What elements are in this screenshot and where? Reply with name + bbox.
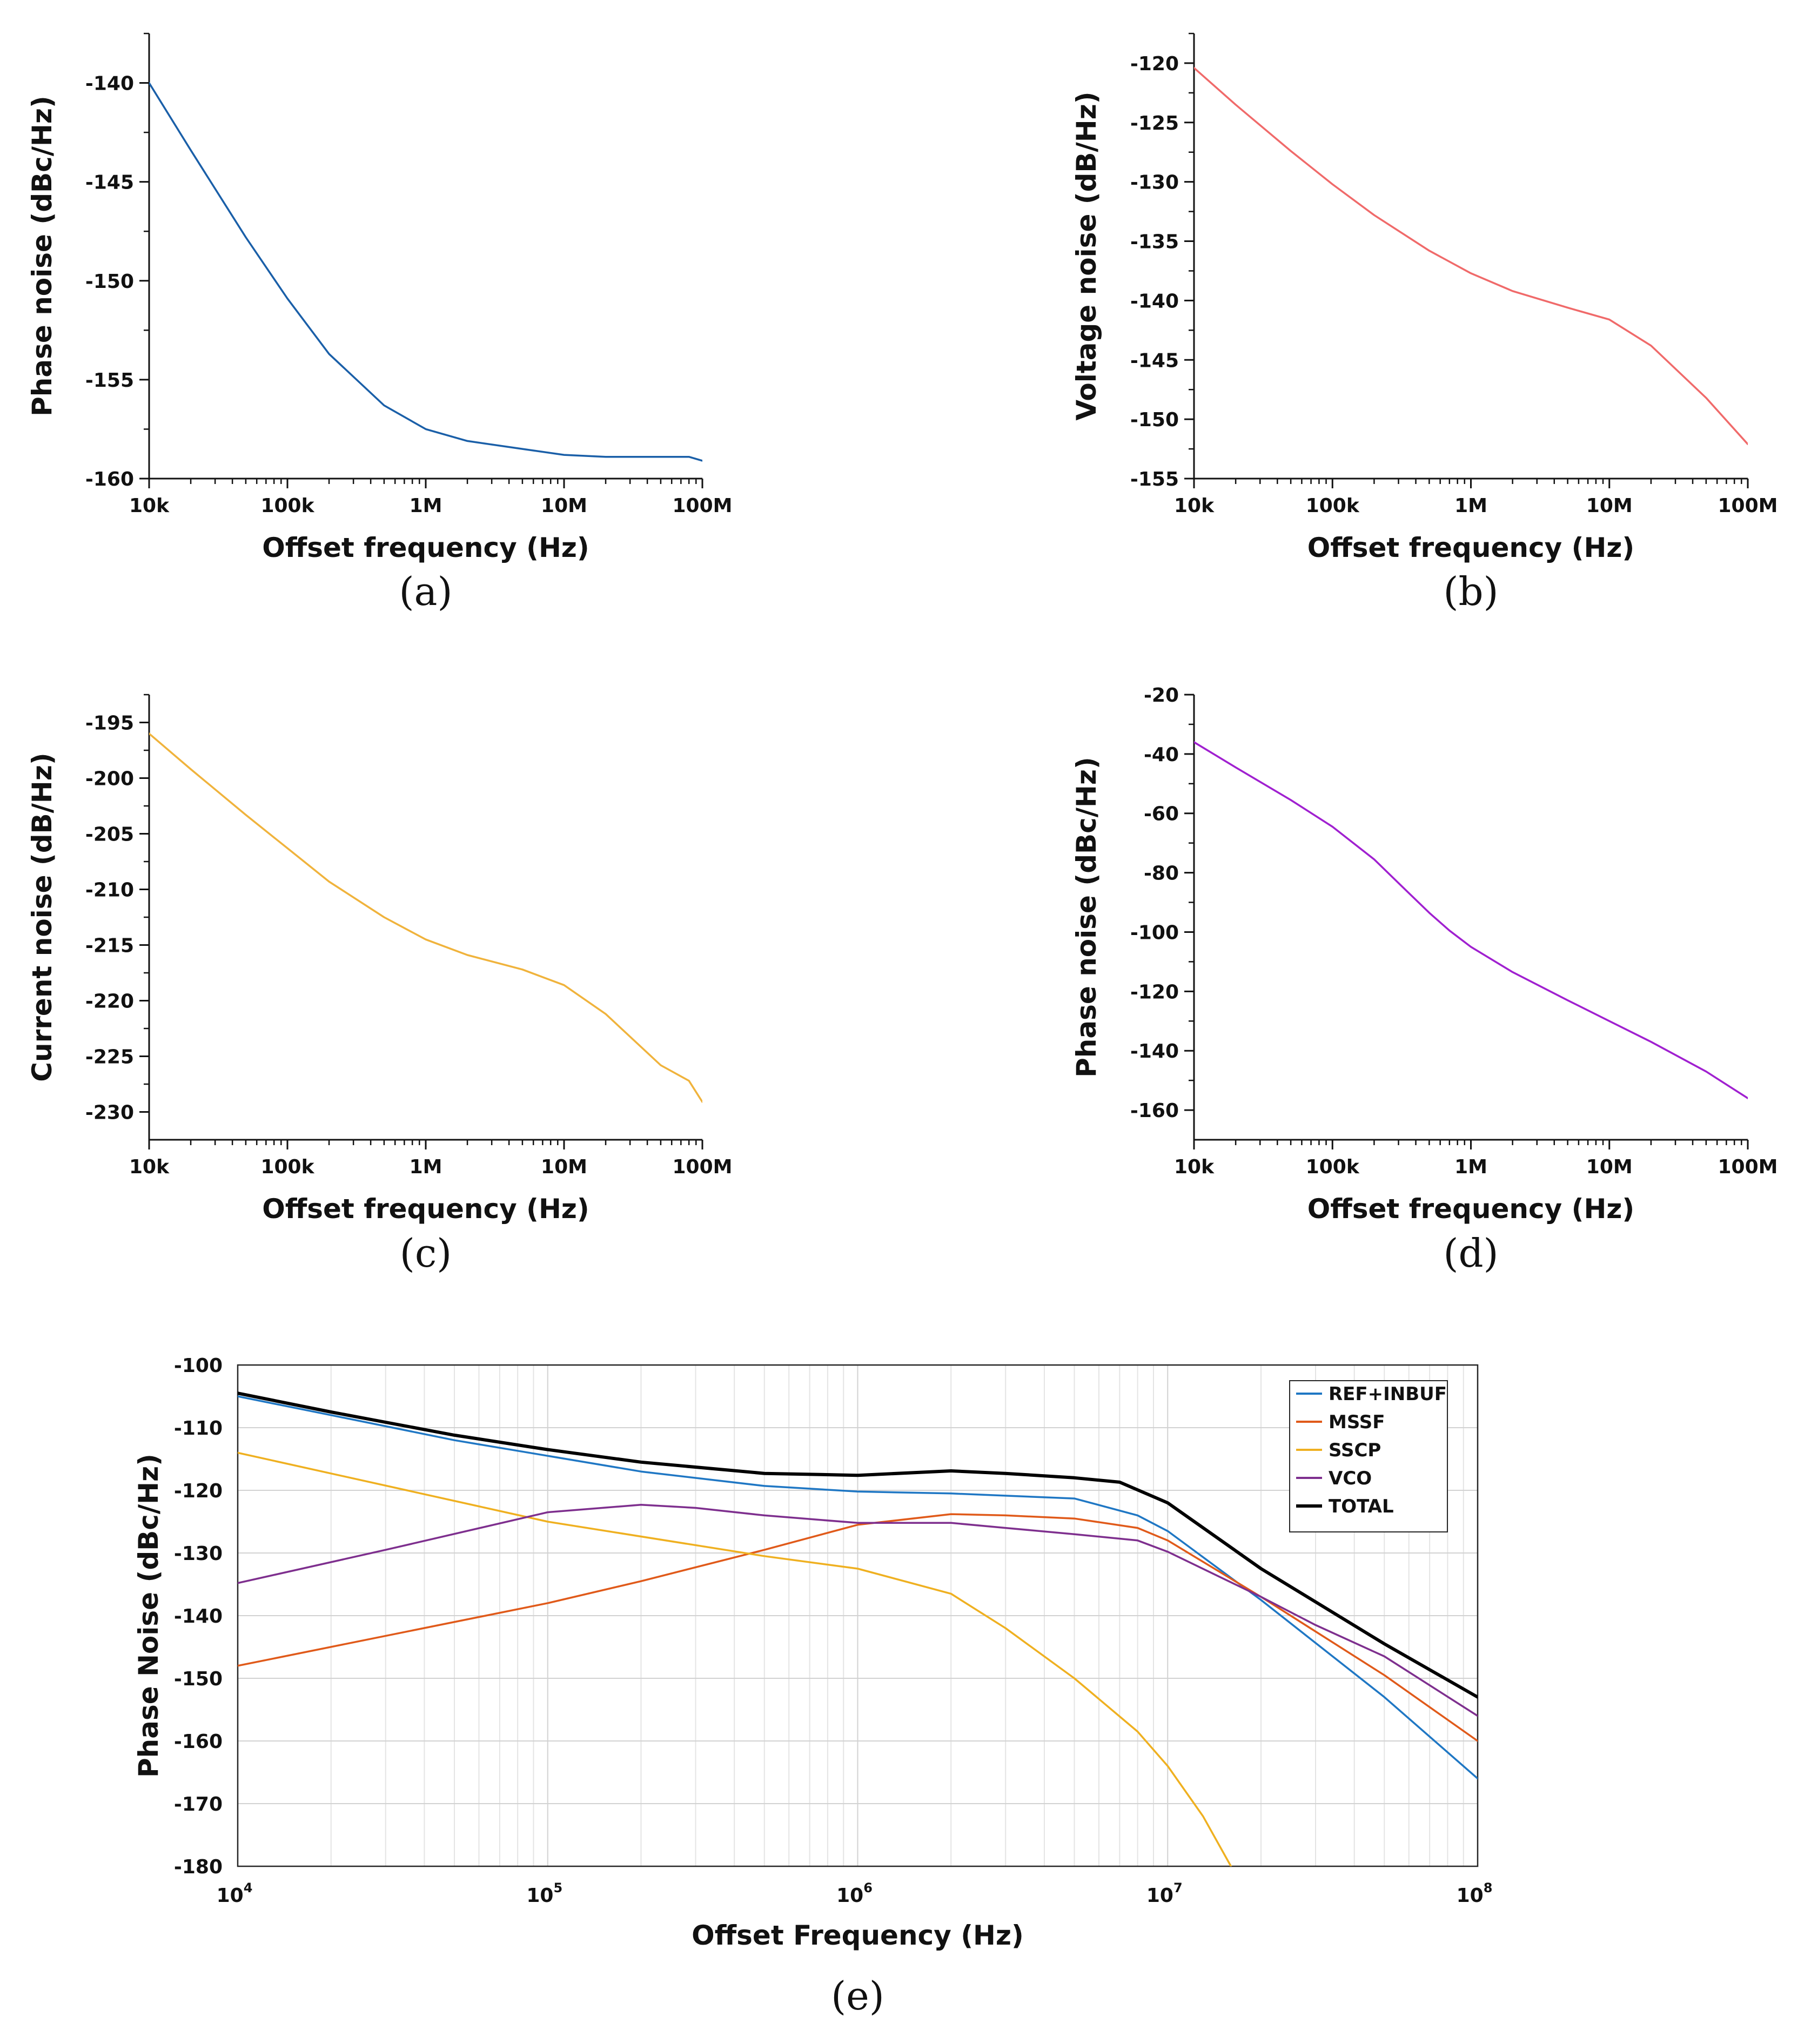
x-tick-label: 10k (129, 495, 170, 517)
y-tick-label: -230 (85, 1102, 134, 1124)
panel-caption: (e) (831, 1973, 884, 2019)
x-tick-label: 108 (1457, 1880, 1493, 1907)
y-tick-label: -195 (85, 712, 134, 735)
chart-b: 10k 100k 1M 10M 100M -155 -150 -145 -140 -135 -130… (1071, 32, 1778, 614)
x-tick-label: 1M (410, 495, 442, 517)
y-tick-label: -140 (174, 1605, 223, 1628)
series-line-vco (238, 1503, 1478, 1717)
y-tick-label: -170 (174, 1793, 223, 1816)
y-tick-label: -145 (1130, 349, 1179, 372)
x-axis-label: Offset Frequency (Hz) (692, 1920, 1024, 1951)
series-line-phase-noise (1194, 741, 1748, 1099)
y-tick-label: -155 (1130, 468, 1179, 490)
y-tick-label: -140 (85, 73, 134, 95)
y-tick-label: -140 (1130, 1040, 1179, 1063)
y-tick-label: -130 (1130, 172, 1179, 194)
y-tick-label: -160 (174, 1731, 223, 1753)
x-tick-label: 1M (1454, 1156, 1487, 1178)
y-axis-label: Phase noise (dBc/Hz) (1071, 757, 1102, 1078)
series-line-total (238, 1391, 1478, 1699)
y-axis-label: Phase Noise (dBc/Hz) (133, 1454, 164, 1778)
panel-caption: (c) (400, 1231, 452, 1276)
x-tick-label: 104 (217, 1880, 253, 1907)
y-tick-label: -210 (85, 879, 134, 902)
y-tick-label: -110 (174, 1417, 223, 1440)
x-tick-label: 100k (1306, 1156, 1360, 1178)
x-tick-label: 10M (541, 1156, 587, 1178)
y-tick-label: -60 (1144, 803, 1179, 825)
plot-frame (237, 1364, 1479, 1867)
x-tick-label: 100k (260, 495, 314, 517)
y-tick-label: -220 (85, 991, 134, 1013)
x-tick-label: 100k (260, 1156, 314, 1178)
legend-label: TOTAL (1329, 1496, 1394, 1517)
chart-d: 10k 100k 1M 10M 100M -160 -140 -120 -100 -80 -60 -4… (1071, 684, 1778, 1276)
y-tick-label: -145 (85, 172, 134, 194)
y-tick-label: -225 (85, 1046, 134, 1068)
y-tick-label: -40 (1144, 744, 1179, 766)
chart-c: 10k 100k 1M 10M 100M -230 -225 -220 -215 -210 -205… (26, 694, 733, 1276)
y-axis-label: Current noise (dB/Hz) (26, 752, 58, 1081)
legend-label: SSCP (1329, 1440, 1381, 1461)
x-tick-label: 106 (836, 1880, 873, 1907)
y-tick-label: -100 (174, 1355, 223, 1377)
y-tick-label: -160 (85, 468, 134, 490)
y-tick-label: -20 (1144, 684, 1179, 707)
series-line-sscp (238, 1451, 1232, 1866)
y-tick-label: -205 (85, 824, 134, 846)
x-tick-label: 100M (1718, 1156, 1778, 1178)
x-tick-label: 100M (673, 495, 733, 517)
y-axis-label: Phase noise (dBc/Hz) (26, 96, 58, 416)
x-tick-label: 100M (1718, 495, 1778, 517)
y-tick-label: -120 (174, 1480, 223, 1502)
y-tick-label: -200 (85, 768, 134, 790)
x-axis-label: Offset frequency (Hz) (262, 1193, 589, 1225)
panel-caption: (a) (399, 569, 452, 614)
y-tick-label: -160 (1130, 1100, 1179, 1122)
x-tick-label: 10M (1586, 1156, 1633, 1178)
x-tick-label: 10k (129, 1156, 170, 1178)
y-axis-label: Voltage noise (dB/Hz) (1071, 91, 1102, 420)
chart-e: 104 105 106 107 108 -180 -170 -160 -150 -140 -130 -… (133, 1355, 1492, 2019)
x-tick-label: 100M (673, 1156, 733, 1178)
chart-a: 10k 100k 1M 10M 100M -160 -155 -150 -145 -140 Offs… (26, 32, 733, 614)
y-tick-label: -150 (174, 1668, 223, 1690)
y-tick-label: -150 (85, 271, 134, 293)
panel-caption: (b) (1443, 569, 1498, 614)
legend-label: REF+INBUF (1329, 1383, 1447, 1405)
legend-label: VCO (1329, 1468, 1372, 1489)
x-axis-label: Offset frequency (Hz) (262, 532, 589, 563)
x-tick-label: 1M (1454, 495, 1487, 517)
y-tick-label: -215 (85, 935, 134, 957)
y-tick-label: -125 (1130, 112, 1179, 135)
x-tick-label: 1M (410, 1156, 442, 1178)
y-tick-label: -120 (1130, 53, 1179, 75)
y-tick-label: -100 (1130, 922, 1179, 944)
x-axis-label: Offset frequency (Hz) (1307, 532, 1635, 563)
y-tick-label: -140 (1130, 290, 1179, 312)
x-axis-label: Offset frequency (Hz) (1307, 1193, 1635, 1225)
y-tick-label: -135 (1130, 231, 1179, 253)
x-tick-label: 10k (1174, 495, 1215, 517)
y-tick-label: -180 (174, 1856, 223, 1878)
x-tick-label: 107 (1146, 1880, 1183, 1907)
series-line-phase-noise (149, 82, 702, 462)
y-tick-label: -150 (1130, 409, 1179, 431)
y-tick-label: -130 (174, 1543, 223, 1565)
x-tick-label: 10k (1174, 1156, 1215, 1178)
x-tick-label: 10M (1586, 495, 1633, 517)
x-tick-label: 105 (526, 1880, 562, 1907)
x-tick-label: 10M (541, 495, 587, 517)
series-line-voltage-noise (1194, 66, 1748, 446)
panel-caption: (d) (1443, 1231, 1498, 1276)
x-tick-label: 100k (1306, 495, 1360, 517)
legend-label: MSSF (1329, 1411, 1385, 1433)
y-tick-label: -120 (1130, 981, 1179, 1003)
series-line-current-noise (149, 732, 702, 1103)
y-tick-label: -80 (1144, 863, 1179, 885)
y-tick-label: -155 (85, 369, 134, 392)
